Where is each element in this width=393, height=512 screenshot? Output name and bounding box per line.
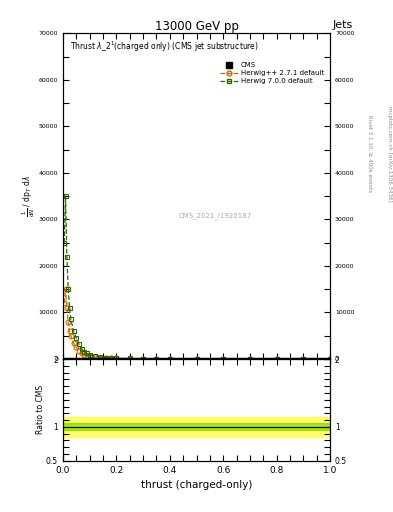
- X-axis label: thrust (charged-only): thrust (charged-only): [141, 480, 252, 490]
- Text: Rivet 3.1.10, ≥ 400k events: Rivet 3.1.10, ≥ 400k events: [367, 115, 372, 192]
- Y-axis label: Ratio to CMS: Ratio to CMS: [35, 386, 44, 435]
- Y-axis label: $\frac{1}{\mathrm{d}N}$ / $\mathrm{d}\mathrm{p}_T$ $\mathrm{d}\lambda$: $\frac{1}{\mathrm{d}N}$ / $\mathrm{d}\ma…: [21, 175, 37, 217]
- Legend: CMS, Herwig++ 2.7.1 default, Herwig 7.0.0 default: CMS, Herwig++ 2.7.1 default, Herwig 7.0.…: [218, 59, 327, 87]
- Text: CMS_2021_I1920187: CMS_2021_I1920187: [178, 212, 252, 219]
- Text: mcplots.cern.ch [arXiv:1306.3436]: mcplots.cern.ch [arXiv:1306.3436]: [387, 106, 391, 201]
- Text: Jets: Jets: [332, 20, 353, 31]
- Text: Thrust $\lambda\_2^1$(charged only) (CMS jet substructure): Thrust $\lambda\_2^1$(charged only) (CMS…: [70, 40, 259, 54]
- Text: 13000 GeV pp: 13000 GeV pp: [154, 20, 239, 33]
